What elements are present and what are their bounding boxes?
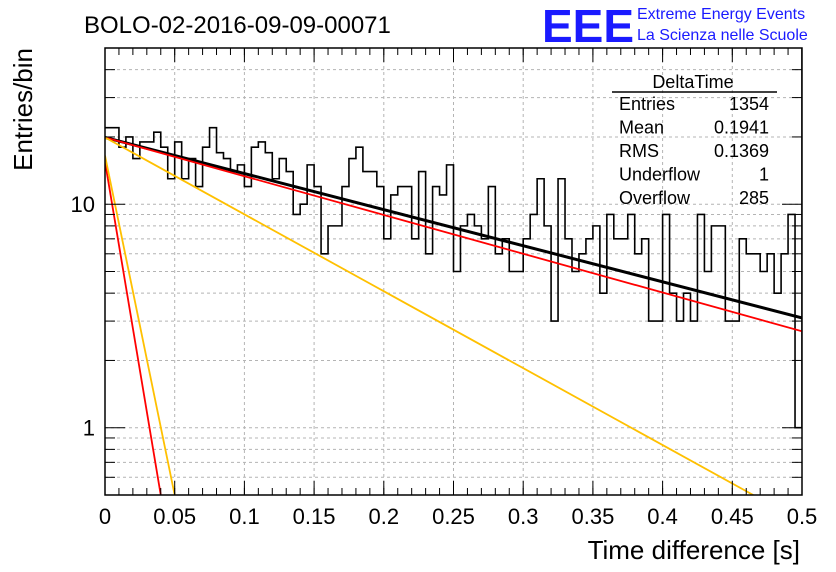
fit-line-4 (105, 136, 754, 495)
fit-line-1 (105, 135, 802, 320)
stats-row-label: Entries (619, 94, 675, 114)
eee-logo: EEE Extreme Energy Events La Scienza nel… (542, 0, 808, 52)
stats-row-value: 0.1369 (714, 141, 769, 161)
stats-row-value: 0.1941 (714, 118, 769, 138)
x-tick-label: 0.3 (508, 504, 539, 529)
y-tick-label: 10 (71, 192, 95, 217)
y-axis-label: Entries/bin (8, 48, 38, 171)
x-tick-label: 0.45 (711, 504, 754, 529)
stats-row-value: 285 (739, 188, 769, 208)
fit-line-2 (105, 136, 802, 333)
x-axis-label: Time difference [s] (588, 535, 800, 565)
x-tick-label: 0.35 (571, 504, 614, 529)
axis-ticks: 0 0.05 0.1 0.15 0.2 0.25 0.3 0.35 0.4 0.45 0.5 1 10 (71, 47, 818, 529)
stats-box: DeltaTime Entries 1354 Mean 0.1941 RMS 0.1369… (612, 72, 777, 208)
x-tick-label: 0.4 (647, 504, 678, 529)
logo-mark: EEE (542, 0, 634, 52)
stats-box-title: DeltaTime (652, 72, 733, 92)
logo-line-2: La Scienza nelle Scuole (637, 27, 808, 44)
stats-row-label: Mean (619, 118, 664, 138)
chart-title: BOLO-02-2016-09-09-00071 (84, 12, 391, 39)
stats-row-label: Underflow (619, 165, 701, 185)
x-tick-label: 0.05 (153, 504, 196, 529)
x-tick-label: 0.25 (432, 504, 475, 529)
x-tick-label: 0.15 (293, 504, 336, 529)
histogram-steps (105, 48, 802, 429)
logo-line-1: Extreme Energy Events (637, 6, 805, 23)
x-tick-label: 0.2 (369, 504, 400, 529)
stats-row-label: RMS (619, 141, 659, 161)
x-tick-label: 0.1 (229, 504, 260, 529)
fit-line-3 (105, 161, 162, 495)
plot-data (105, 48, 802, 495)
y-tick-label: 1 (83, 416, 95, 441)
x-tick-label: 0.5 (787, 504, 818, 529)
stats-row-value: 1 (759, 165, 769, 185)
fit-line-5 (105, 155, 176, 495)
stats-row-value: 1354 (729, 94, 769, 114)
stats-row-label: Overflow (619, 188, 691, 208)
x-tick-label: 0 (99, 504, 111, 529)
